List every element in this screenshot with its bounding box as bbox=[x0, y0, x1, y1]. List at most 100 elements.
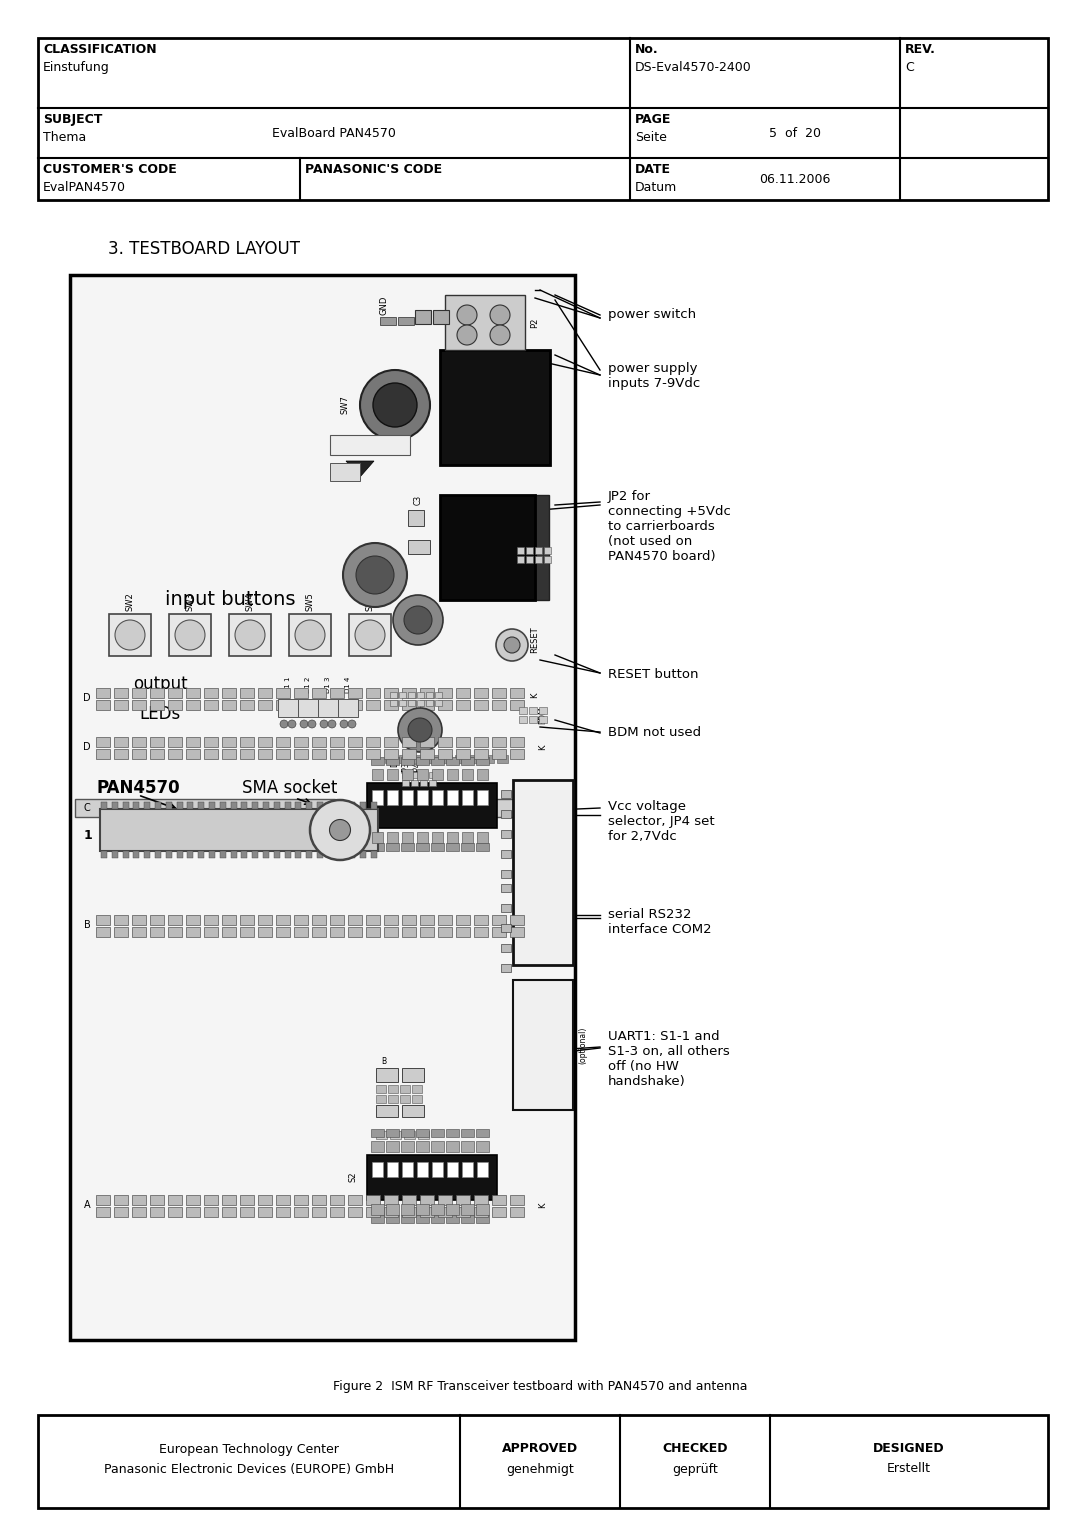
Circle shape bbox=[490, 325, 510, 345]
Bar bbox=[432, 1161, 443, 1177]
Circle shape bbox=[328, 720, 336, 727]
Bar bbox=[456, 688, 470, 698]
Bar bbox=[70, 275, 575, 1340]
Bar bbox=[96, 749, 110, 759]
Bar bbox=[411, 1096, 422, 1103]
Bar bbox=[408, 510, 424, 526]
Bar bbox=[220, 851, 226, 859]
Bar bbox=[166, 802, 172, 808]
Bar bbox=[390, 692, 397, 698]
Bar bbox=[204, 700, 218, 711]
Bar bbox=[132, 927, 146, 937]
Bar bbox=[285, 802, 291, 808]
Text: LEDs: LEDs bbox=[139, 704, 180, 723]
Text: A: A bbox=[381, 1105, 387, 1114]
Bar bbox=[402, 772, 409, 778]
Bar bbox=[361, 802, 366, 808]
Bar bbox=[402, 927, 416, 937]
Bar bbox=[477, 769, 488, 779]
Bar bbox=[132, 749, 146, 759]
Bar bbox=[461, 843, 474, 851]
Bar bbox=[510, 736, 524, 747]
Bar bbox=[416, 1215, 429, 1222]
Circle shape bbox=[355, 620, 384, 649]
Circle shape bbox=[457, 325, 477, 345]
Bar bbox=[474, 927, 488, 937]
Bar bbox=[372, 756, 384, 766]
Bar bbox=[411, 779, 418, 785]
Bar bbox=[204, 736, 218, 747]
Bar bbox=[477, 1161, 488, 1177]
Bar bbox=[446, 1141, 459, 1152]
Bar bbox=[258, 736, 272, 747]
Bar bbox=[294, 915, 308, 924]
Bar bbox=[242, 851, 247, 859]
Bar bbox=[339, 802, 345, 808]
Bar bbox=[330, 915, 345, 924]
Bar bbox=[366, 736, 380, 747]
Bar bbox=[438, 688, 453, 698]
Circle shape bbox=[373, 384, 417, 426]
Bar bbox=[411, 772, 418, 778]
Bar bbox=[285, 851, 291, 859]
Text: CUSTOMER'S CODE: CUSTOMER'S CODE bbox=[43, 163, 177, 176]
Bar bbox=[294, 700, 308, 711]
Bar bbox=[96, 1195, 110, 1206]
Bar bbox=[367, 1155, 497, 1199]
Bar bbox=[150, 1207, 164, 1216]
Bar bbox=[264, 802, 269, 808]
Bar bbox=[420, 688, 434, 698]
Bar bbox=[114, 1195, 129, 1206]
Bar bbox=[476, 1215, 489, 1222]
Bar bbox=[366, 749, 380, 759]
Bar bbox=[438, 915, 453, 924]
Bar bbox=[294, 688, 308, 698]
Bar bbox=[278, 698, 298, 717]
Bar bbox=[318, 802, 323, 808]
Text: APPROVED: APPROVED bbox=[502, 1442, 578, 1456]
Circle shape bbox=[320, 720, 328, 727]
Bar bbox=[276, 1207, 291, 1216]
Text: JP4: JP4 bbox=[414, 762, 422, 773]
Bar bbox=[222, 736, 237, 747]
Bar bbox=[376, 1096, 386, 1103]
Bar bbox=[387, 833, 399, 843]
Bar bbox=[501, 924, 511, 932]
Bar bbox=[416, 843, 429, 851]
Text: input buttons: input buttons bbox=[165, 590, 295, 610]
Text: DATE: DATE bbox=[635, 163, 671, 176]
Bar bbox=[276, 927, 291, 937]
Bar bbox=[150, 736, 164, 747]
Text: Datum: Datum bbox=[635, 180, 677, 194]
Bar bbox=[411, 1085, 422, 1093]
Bar bbox=[150, 927, 164, 937]
Bar bbox=[109, 614, 151, 656]
Bar bbox=[132, 688, 146, 698]
Bar bbox=[240, 688, 254, 698]
Bar bbox=[188, 802, 193, 808]
Bar bbox=[440, 350, 550, 465]
Bar bbox=[384, 927, 399, 937]
Bar bbox=[402, 915, 416, 924]
Bar bbox=[429, 772, 436, 778]
Bar bbox=[476, 1204, 489, 1215]
Bar bbox=[102, 802, 107, 808]
Bar bbox=[446, 1204, 459, 1215]
Bar bbox=[348, 1195, 362, 1206]
Bar bbox=[447, 1161, 458, 1177]
Circle shape bbox=[393, 594, 443, 645]
Bar bbox=[168, 1195, 183, 1206]
Bar bbox=[510, 915, 524, 924]
Bar bbox=[420, 736, 434, 747]
Bar bbox=[456, 915, 470, 924]
Bar bbox=[372, 802, 377, 808]
Bar bbox=[402, 1161, 413, 1177]
Bar bbox=[440, 495, 535, 601]
Circle shape bbox=[496, 630, 528, 662]
Text: CHECKED: CHECKED bbox=[662, 1442, 728, 1456]
Bar bbox=[417, 833, 428, 843]
Bar bbox=[446, 1215, 459, 1222]
Bar bbox=[384, 1207, 399, 1216]
Bar bbox=[384, 736, 399, 747]
Bar bbox=[330, 749, 345, 759]
